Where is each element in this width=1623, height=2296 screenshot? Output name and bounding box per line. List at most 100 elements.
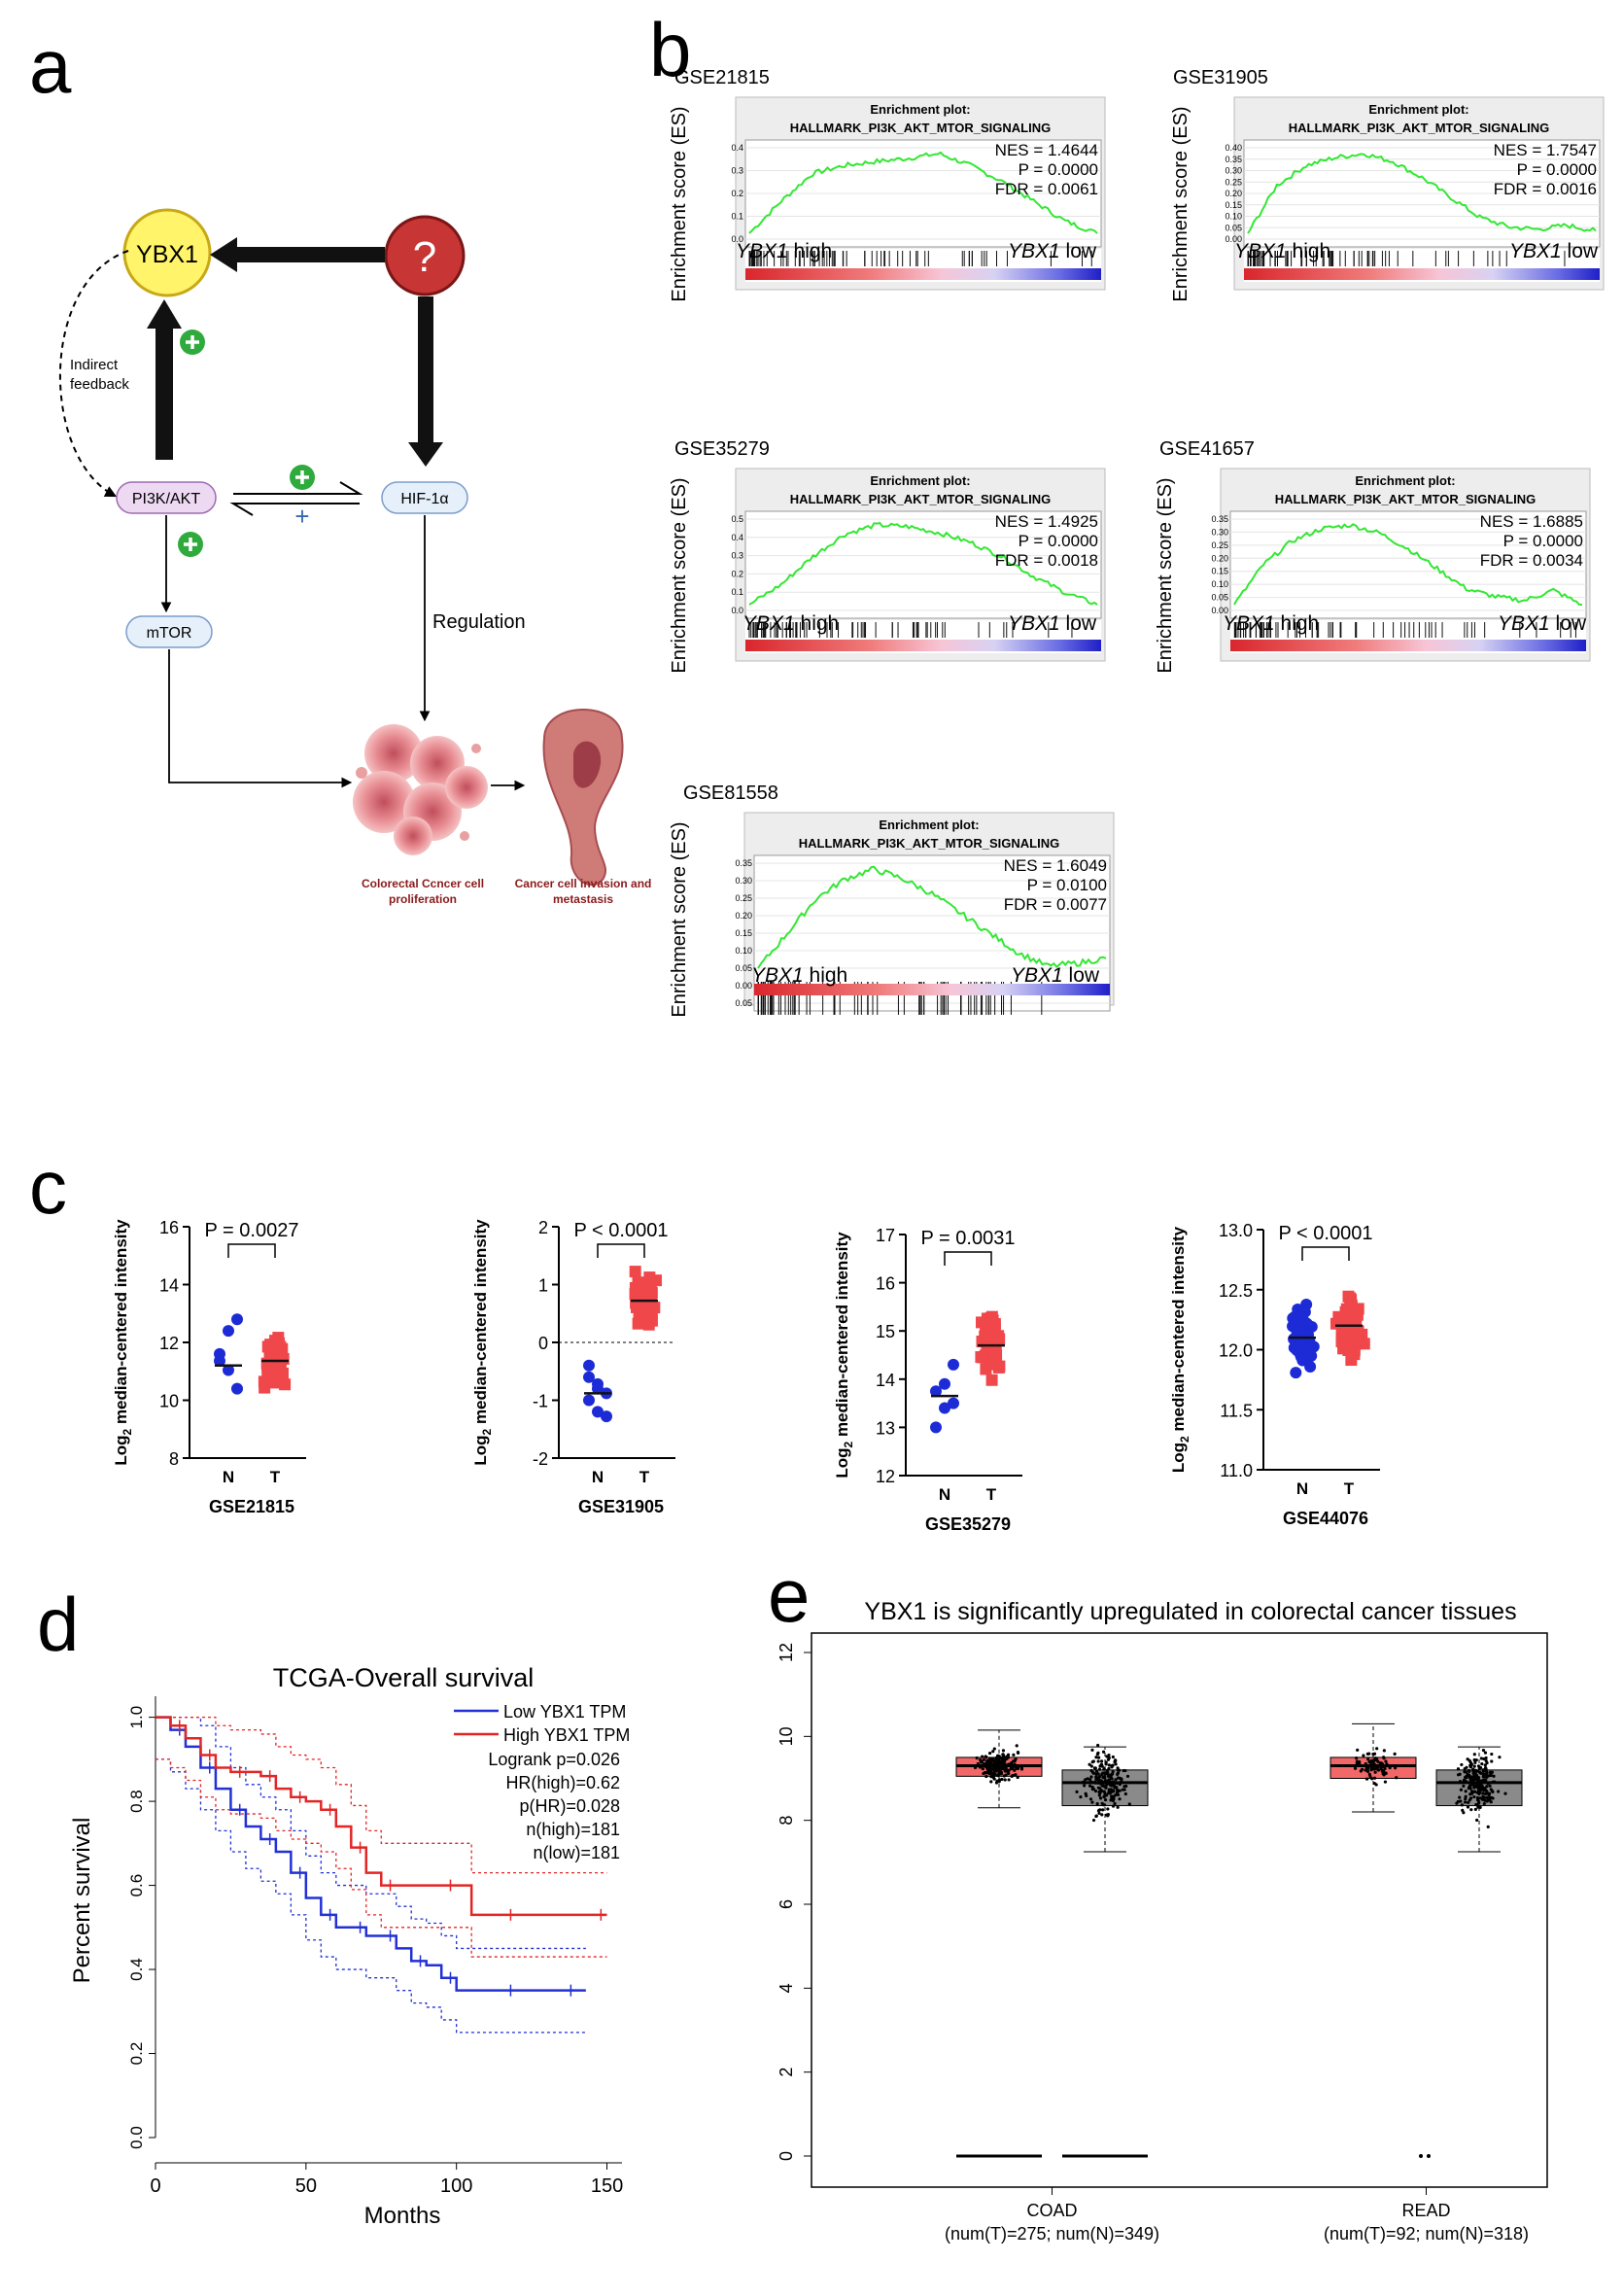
box-jitter-point	[1474, 1758, 1478, 1762]
gsea-tick-label: 0.0	[731, 234, 743, 244]
box-jitter-point	[1372, 1767, 1376, 1771]
normal-point	[223, 1364, 234, 1376]
box-jitter-point	[982, 1771, 985, 1776]
box-jitter-point	[1483, 1751, 1488, 1755]
gsea-panel: GSE21815 Enrichment plot: HALLMARK_PI3K_AK…	[669, 67, 1106, 302]
gsea-tick-label: 0.35	[1211, 514, 1228, 524]
box-jitter-point	[1106, 1814, 1110, 1818]
tumor-point	[986, 1329, 999, 1341]
gsea-low-label: YBX1 low	[1011, 964, 1100, 987]
box-jitter-point	[1469, 1777, 1474, 1781]
box-jitter-point	[1100, 1784, 1104, 1788]
box-jitter-point	[1096, 1743, 1100, 1748]
gsea-tick-label: 0.4	[731, 143, 743, 153]
dot-tick-label: 12	[876, 1467, 895, 1486]
box-jitter-point	[1103, 1792, 1107, 1797]
box-jitter-point	[1473, 1807, 1477, 1811]
tumor-point	[273, 1337, 286, 1349]
box-jitter-point	[1476, 1788, 1481, 1792]
km-x-tick-label: 100	[440, 2175, 472, 2197]
box-jitter-point	[1101, 1808, 1105, 1812]
dot-tick-label: 14	[876, 1371, 895, 1390]
dot-ylabel: Log2 median-centered intensity	[1169, 1226, 1191, 1473]
gsea-fdr: FDR = 0.0061	[995, 180, 1098, 198]
box-jitter-point	[1353, 1766, 1358, 1770]
tumor-point	[980, 1363, 992, 1375]
box-jitter-point	[1107, 1756, 1111, 1760]
gsea-plot-title: Enrichment plot:	[870, 473, 970, 488]
ybx1-label: YBX1	[136, 241, 198, 268]
gsea-tick-label: 0.35	[1225, 155, 1242, 164]
enrichment-curve	[1233, 523, 1582, 606]
box-jitter-point	[1089, 1764, 1093, 1768]
gsea-tick-label: 0.5	[731, 514, 743, 524]
box-jitter-point	[1088, 1778, 1092, 1782]
box-jitter-point	[1002, 1774, 1006, 1778]
unknown-factor-label: ?	[413, 233, 436, 281]
km-ci-lower	[155, 1758, 607, 1958]
box-jitter-point	[1005, 1755, 1009, 1758]
proliferation-label-1: Colorectal Ccncer cell	[362, 877, 484, 890]
box-jitter-point	[1497, 1790, 1501, 1793]
tumor-point	[985, 1374, 998, 1386]
dot-tick-label: 10	[159, 1392, 179, 1411]
ranked-heatbar	[1230, 640, 1586, 651]
dot-tick-label: 15	[876, 1322, 895, 1341]
box-jitter-point	[1120, 1778, 1123, 1782]
normal-point	[1290, 1367, 1302, 1379]
km-title: TCGA-Overall survival	[273, 1663, 535, 1692]
gsea-tick-label: 0.25	[735, 893, 752, 903]
box-jitter-point	[1362, 1754, 1365, 1757]
box-jitter-point	[1482, 1789, 1486, 1792]
box-y-tick-label: 2	[777, 2068, 796, 2077]
box-jitter-point	[1364, 1777, 1369, 1781]
box-jitter-point	[1472, 1794, 1476, 1799]
km-stat-nhigh: n(high)=181	[526, 1820, 620, 1839]
box-y-tick-label: 12	[777, 1643, 796, 1662]
gsea-tick-label: 0.2	[731, 189, 743, 198]
gsea-plot-title: Enrichment plot:	[870, 102, 970, 117]
tumor-point	[261, 1340, 274, 1353]
gsea-tick-label: 0.15	[1225, 200, 1242, 210]
gsea-pvalue: P = 0.0000	[1517, 160, 1597, 179]
group-label-n: N	[592, 1468, 604, 1486]
gsea-tick-label: 0.05	[1225, 223, 1242, 232]
gsea-nes: NES = 1.6885	[1480, 512, 1583, 531]
tumor-point	[993, 1360, 1006, 1373]
box-jitter-point	[1112, 1790, 1116, 1793]
unknown-factor-node	[384, 215, 466, 296]
km-ci-lower	[155, 1758, 586, 2034]
box-jitter-point	[1373, 1770, 1377, 1774]
box-jitter-point	[1096, 1759, 1100, 1763]
box-jitter-point	[1102, 1790, 1106, 1793]
group-label-t: T	[986, 1485, 997, 1504]
box-jitter-point	[1479, 1757, 1483, 1760]
normal-point	[592, 1406, 604, 1418]
arrowhead-icon	[408, 442, 443, 467]
km-stat-nlow: n(low)=181	[533, 1843, 620, 1862]
box-jitter-point	[1097, 1811, 1101, 1816]
km-x-tick-label: 50	[295, 2175, 317, 2197]
group-label-t: T	[270, 1468, 281, 1486]
box-jitter-point	[1113, 1785, 1117, 1789]
km-x-tick-label: 0	[150, 2175, 160, 2197]
group-label-n: N	[223, 1468, 234, 1486]
gsea-nes: NES = 1.4925	[995, 512, 1098, 531]
gsea-low-label: YBX1 low	[1498, 612, 1587, 635]
box-jitter-point	[1485, 1761, 1489, 1765]
group-label-n: N	[939, 1485, 950, 1504]
box-jitter-point	[1469, 1808, 1473, 1812]
box-jitter-point	[1464, 1790, 1468, 1793]
dot-tick-label: 16	[876, 1274, 895, 1294]
box-jitter-point	[1091, 1787, 1095, 1792]
gsea-ylabel: Enrichment score (ES)	[669, 821, 690, 1017]
gsea-plot-title: Enrichment plot:	[1368, 102, 1468, 117]
box-jitter-point	[1096, 1751, 1100, 1755]
box-jitter-point	[1099, 1763, 1103, 1767]
box-jitter-point	[1427, 2154, 1431, 2158]
dot-tick-label: 11.5	[1220, 1401, 1253, 1420]
box-jitter-point	[1473, 1772, 1477, 1776]
box-jitter-point	[1475, 1786, 1479, 1790]
box-jitter-point	[1491, 1790, 1495, 1793]
gsea-ylabel: Enrichment score (ES)	[1155, 477, 1176, 673]
